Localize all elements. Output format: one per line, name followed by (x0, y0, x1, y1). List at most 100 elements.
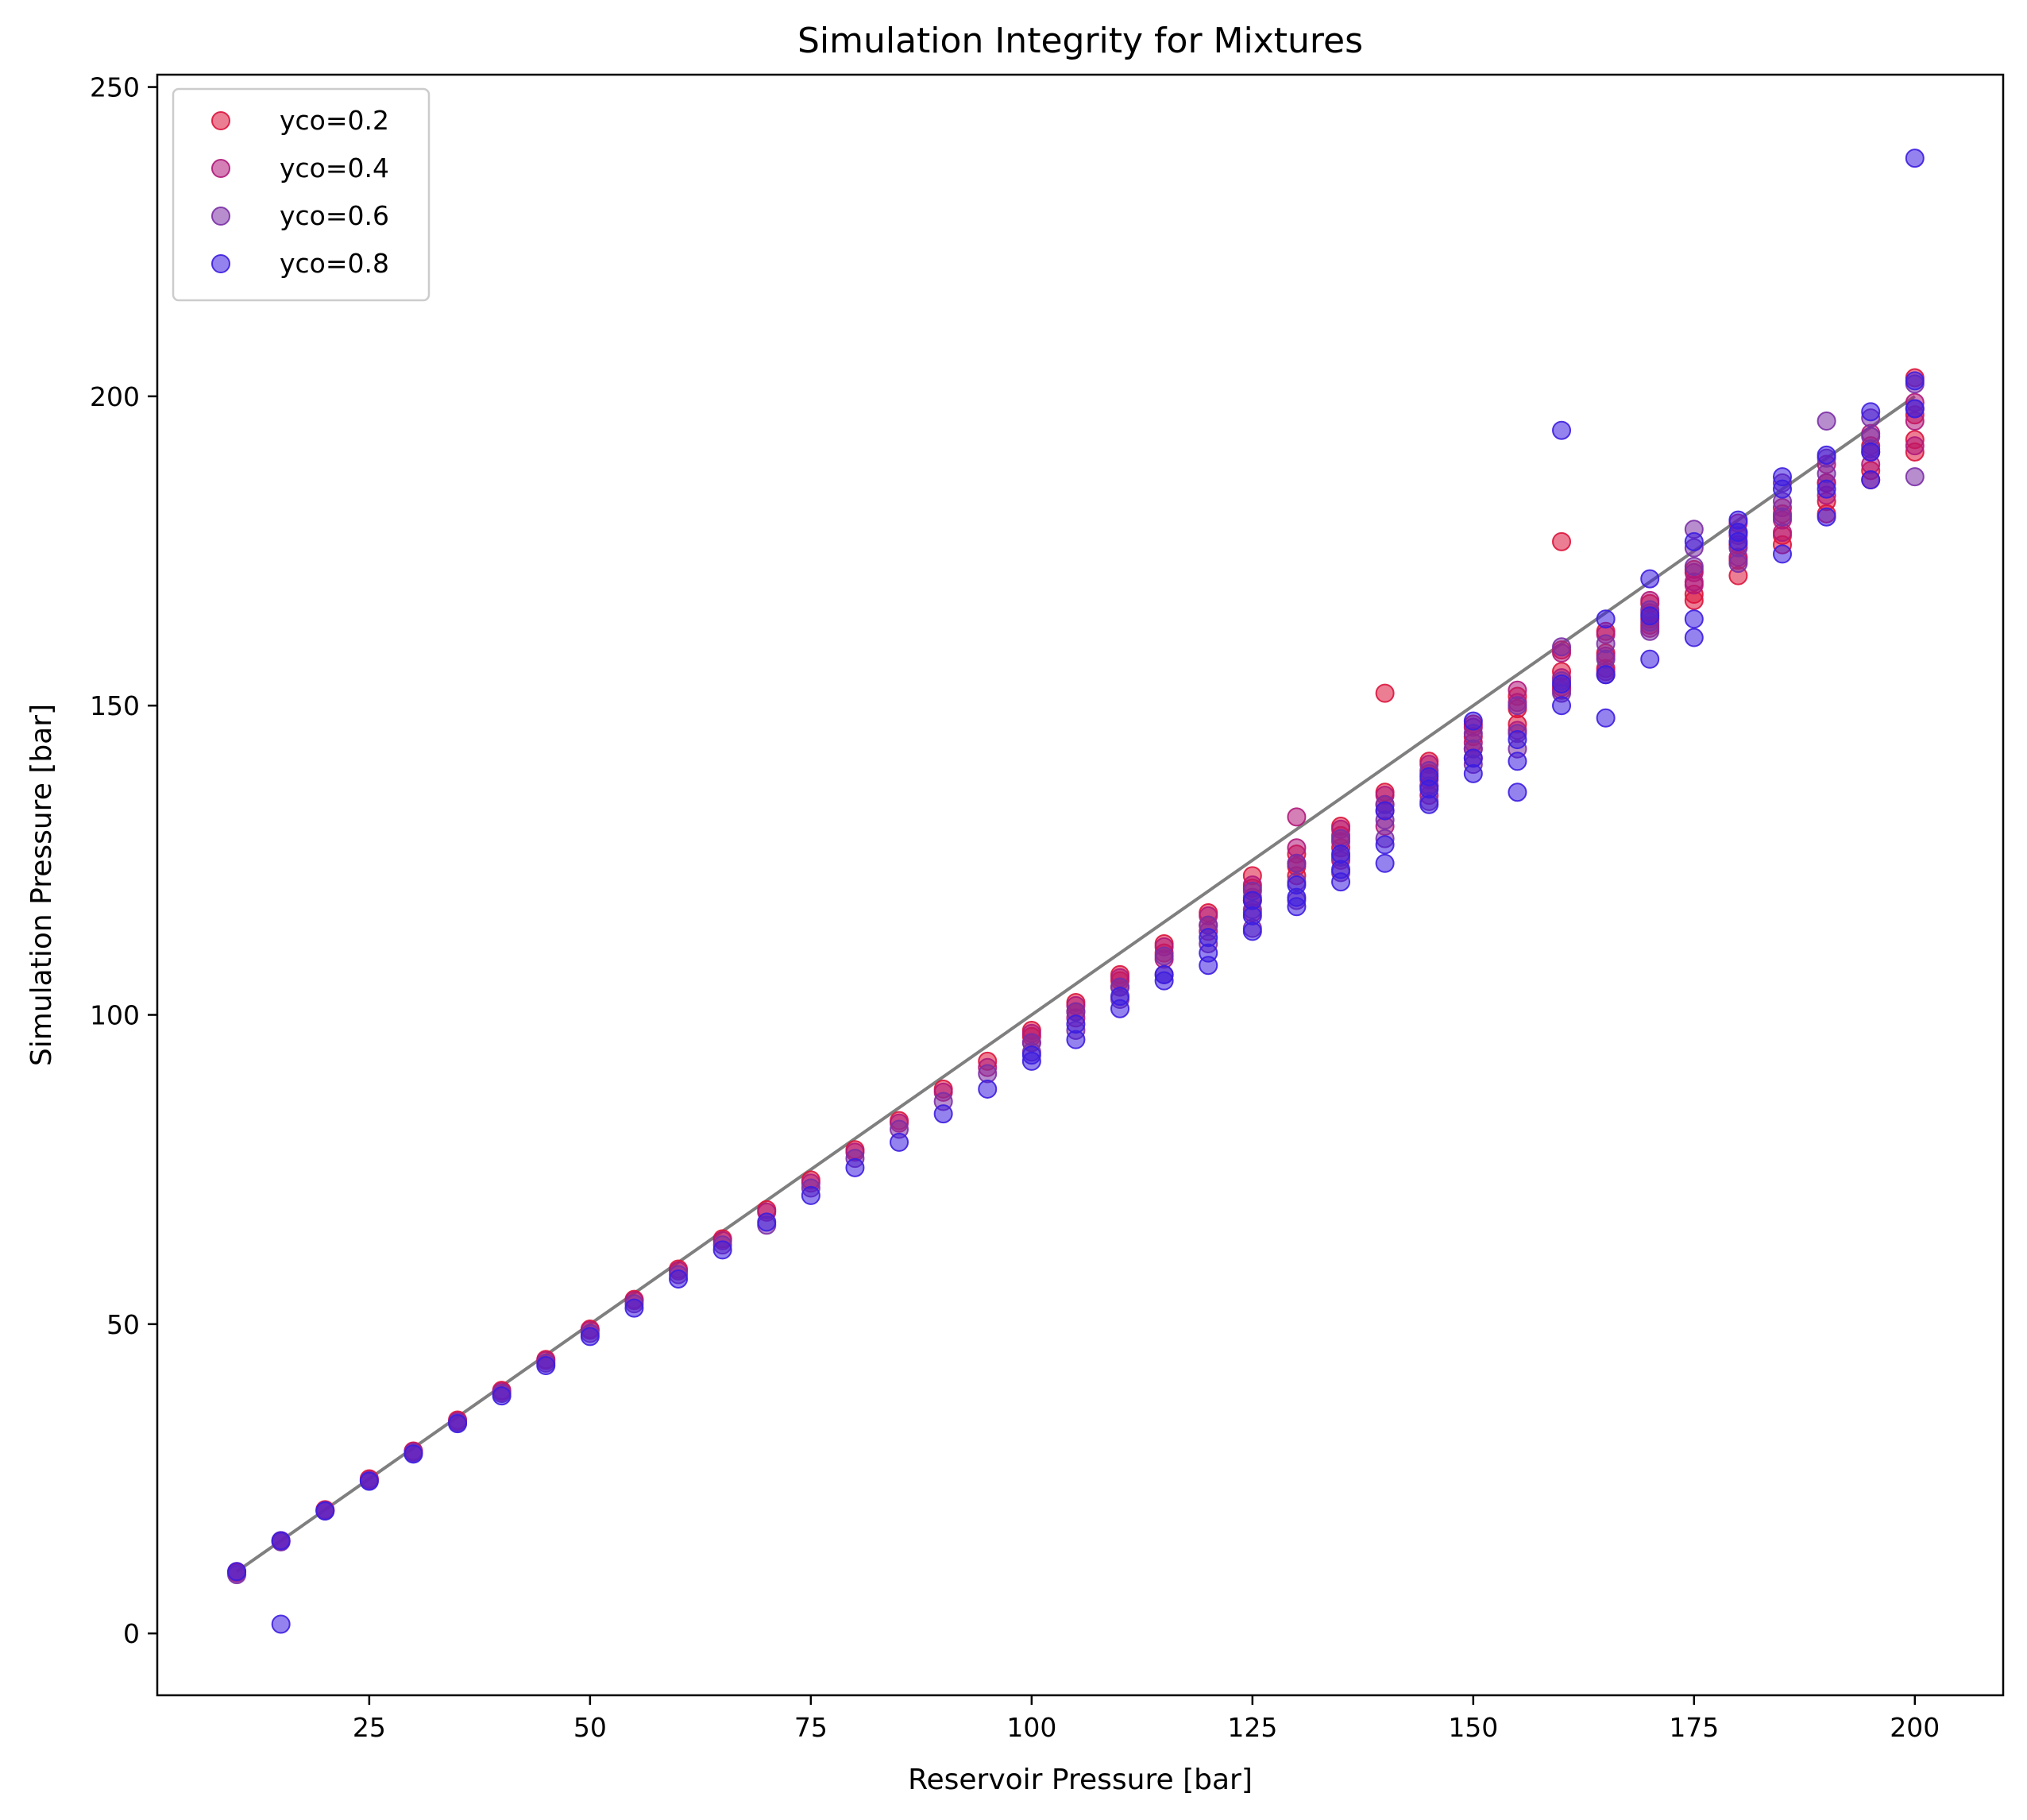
data-point (492, 1386, 512, 1406)
data-point (845, 1157, 865, 1177)
data-point (1287, 807, 1307, 827)
data-point (933, 1104, 953, 1124)
x-tick-label: 25 (353, 1712, 386, 1743)
data-point (1640, 649, 1660, 669)
y-tick-label: 150 (90, 690, 140, 721)
plot-frame (156, 73, 2005, 1697)
data-point (1640, 569, 1660, 589)
y-tick-label: 200 (90, 381, 140, 412)
data-point (1375, 835, 1395, 855)
data-point (1552, 637, 1572, 657)
data-point (1684, 531, 1704, 551)
y-tick-label: 0 (123, 1618, 140, 1649)
data-point (1817, 445, 1836, 465)
data-point (1508, 782, 1527, 802)
data-point (1508, 730, 1527, 750)
legend-label: yco=0.6 (280, 200, 389, 231)
data-point (1684, 609, 1704, 629)
x-tick-label: 125 (1227, 1712, 1277, 1743)
data-point (1861, 442, 1881, 462)
data-point (1375, 801, 1395, 821)
data-point (536, 1355, 556, 1375)
data-point (1154, 946, 1174, 966)
legend: yco=0.2 yco=0.4 yco=0.6 yco=0.8 (172, 87, 430, 302)
data-point (1199, 928, 1218, 948)
y-tick-label: 100 (90, 1000, 140, 1031)
data-point (669, 1269, 689, 1289)
data-point (1463, 748, 1483, 768)
data-point (1375, 683, 1395, 703)
data-point (1817, 507, 1836, 527)
data-point (1552, 674, 1572, 694)
data-point (1596, 708, 1616, 728)
data-point (1552, 696, 1572, 716)
legend-label: yco=0.2 (280, 105, 389, 136)
reference-line (235, 395, 1916, 1573)
series-4 (227, 149, 1925, 1634)
data-point (1773, 467, 1793, 487)
data-point (1154, 964, 1174, 984)
data-point (757, 1212, 777, 1232)
data-point (1684, 628, 1704, 647)
data-point (1287, 875, 1307, 895)
x-tick-label: 150 (1448, 1712, 1498, 1743)
data-point (1905, 399, 1925, 419)
chart-title: Simulation Integrity for Mixtures (797, 21, 1363, 61)
legend-marker (211, 111, 230, 130)
legend-box (172, 87, 430, 302)
data-point (978, 1079, 998, 1099)
data-point (359, 1471, 379, 1491)
data-point (1728, 554, 1748, 574)
data-point (1861, 402, 1881, 422)
x-tick-label: 75 (794, 1712, 828, 1743)
data-point (801, 1185, 820, 1205)
data-point (712, 1240, 732, 1260)
data-point (1242, 891, 1262, 910)
data-point (1331, 844, 1351, 864)
data-point (1419, 767, 1439, 786)
x-tick-label: 200 (1890, 1712, 1940, 1743)
data-point (1110, 987, 1130, 1007)
data-point (1463, 711, 1483, 731)
data-point (1508, 696, 1527, 716)
data-point (1905, 149, 1925, 168)
data-point (1066, 1014, 1086, 1034)
data-point (227, 1562, 247, 1582)
data-point (890, 1132, 909, 1152)
data-point (1817, 479, 1836, 499)
data-point (448, 1414, 468, 1434)
data-point (1375, 853, 1395, 873)
x-axis-ticks: 25 50 75 100 125 150 175 200 (353, 1695, 1940, 1743)
y-tick-label: 50 (106, 1309, 140, 1340)
data-point (1728, 510, 1748, 530)
x-tick-label: 175 (1669, 1712, 1719, 1743)
x-tick-label: 50 (573, 1712, 607, 1743)
y-tick-label: 250 (90, 72, 140, 103)
data-point (1817, 412, 1836, 431)
data-point (1905, 371, 1925, 391)
data-point (1552, 531, 1572, 551)
data-point (1021, 1045, 1041, 1065)
data-point (624, 1298, 644, 1318)
data-points (227, 149, 1925, 1634)
legend-label: yco=0.4 (280, 153, 389, 184)
y-axis-ticks: 0 50 100 150 200 250 (90, 72, 157, 1649)
legend-marker (211, 207, 230, 226)
data-point (1905, 436, 1925, 456)
data-point (271, 1531, 291, 1551)
x-axis-label: Reservoir Pressure [bar] (908, 1764, 1253, 1796)
data-point (403, 1444, 423, 1464)
data-point (1508, 752, 1527, 771)
legend-label: yco=0.8 (280, 248, 389, 279)
data-point (1287, 853, 1307, 873)
data-point (1596, 609, 1616, 629)
legend-marker (211, 254, 230, 273)
legend-marker (211, 159, 230, 178)
data-point (315, 1501, 335, 1521)
data-point (271, 1614, 291, 1634)
data-point (1640, 606, 1660, 626)
data-point (1773, 507, 1793, 527)
x-tick-label: 100 (1006, 1712, 1056, 1743)
